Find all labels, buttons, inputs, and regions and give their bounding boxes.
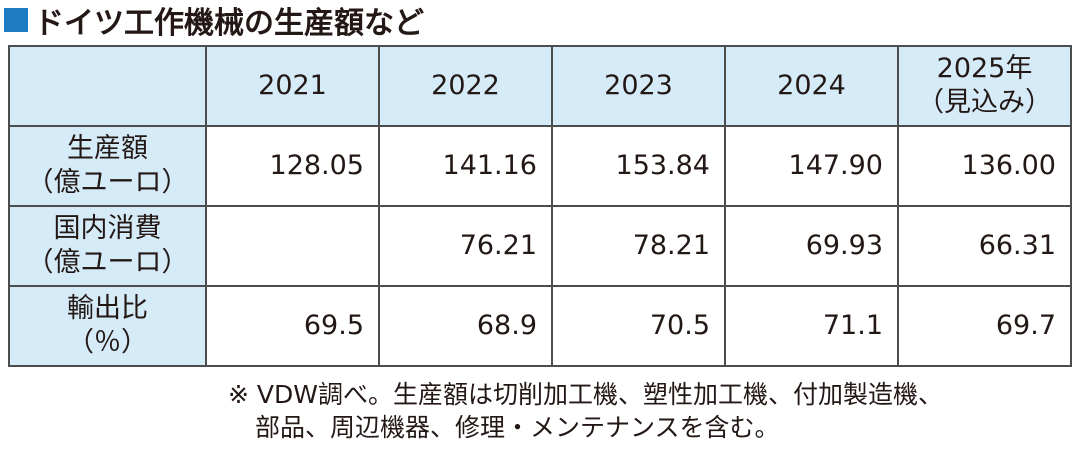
value-cell: 69.7 [897,285,1072,367]
value-cell: 69.5 [205,285,380,367]
value-cell: 71.1 [724,285,899,367]
cell-text: （億ユーロ） [26,247,189,278]
value-cell: 70.5 [551,285,726,367]
value-cell: 66.31 [897,205,1072,287]
table: 2021 2022 2023 2024 2025年 （見込み） 生産額 （億ユーロ） 128.0… [8,45,1072,367]
value-cell: 69.93 [724,205,899,287]
corner-cell [8,45,207,127]
value-cell: 78.21 [551,205,726,287]
value-cell: 153.84 [551,125,726,207]
cell-text: 2021 [258,70,327,101]
cell-text: 2022 [431,70,500,101]
header-cell: 2024 [724,45,899,127]
row: 輸出比 （％） 69.5 68.9 70.5 71.1 69.7 [8,285,1072,367]
title: ドイツ工作機械の生産額など [34,6,424,41]
cell-text: 2025年 [936,53,1033,84]
header-cell: 2023 [551,45,726,127]
value-cell: 128.05 [205,125,380,207]
value-cell: 136.00 [897,125,1072,207]
header-cell: 2022 [378,45,553,127]
value-cell: 68.9 [378,285,553,367]
note-line: 部品、周辺機器、修理・メンテナンスを含む。 [255,413,780,442]
value-cell [205,205,380,287]
cell-text: （見込み） [917,87,1052,118]
note: ※ VDW調べ。生産額は切削加工機、塑性加工機、付加製造機、 部品、周辺機器、修… [228,378,943,444]
row-label: 国内消費 （億ユーロ） [8,205,207,287]
row-label: 生産額 （億ユーロ） [8,125,207,207]
value-cell: 141.16 [378,125,553,207]
cell-text: 2023 [604,70,673,101]
header-cell: 2021 [205,45,380,127]
value-cell: 147.90 [724,125,899,207]
note-line: ※ VDW調べ。生産額は切削加工機、塑性加工機、付加製造機、 [228,380,943,409]
header-row: 2021 2022 2023 2024 2025年 （見込み） [8,45,1072,127]
value-cell: 76.21 [378,205,553,287]
title-bar: ドイツ工作機械の生産額など [4,0,424,41]
row: 国内消費 （億ユーロ） 76.21 78.21 69.93 66.31 [8,205,1072,287]
cell-text: 国内消費 [53,213,162,244]
cell-text: 生産額 [67,133,148,164]
cell-text: 輸出比 [67,293,148,324]
header-cell: 2025年 （見込み） [897,45,1072,127]
title-marker [4,8,28,32]
cell-text: （億ユーロ） [26,167,189,198]
cell-text: 2024 [777,70,846,101]
row: 生産額 （億ユーロ） 128.05 141.16 153.84 147.90 136.00 [8,125,1072,207]
cell-text: （％） [67,327,148,358]
row-label: 輸出比 （％） [8,285,207,367]
